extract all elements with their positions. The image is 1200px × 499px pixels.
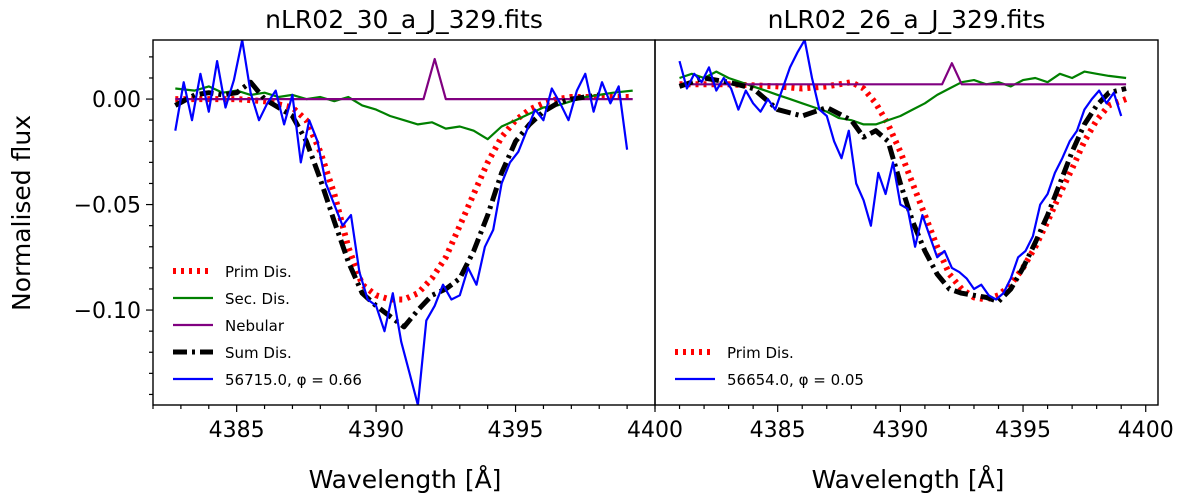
panel-title: nLR02_30_a_J_329.fits [265,5,543,34]
series-line-nebular [679,62,1127,86]
series-line-56654-0-0-05 [678,40,1123,301]
legend: Prim Dis. 56654.0, φ = 0.05 [675,344,864,389]
x-tick-label: 4385 [209,418,265,443]
legend-label: Nebular [225,317,285,335]
plot-frame [654,39,1159,406]
legend-label: 56654.0, φ = 0.05 [727,371,864,389]
panel-title: nLR02_26_a_J_329.fits [768,5,1046,34]
series-line-nebular [175,57,633,101]
series-line-sec-dis- [679,70,1127,126]
series-group [174,40,633,405]
x-tick-label: 4390 [348,418,404,443]
legend-label: Sec. Dis. [225,290,290,308]
x-axis-label-right: Wavelength [Å] [812,465,1005,494]
panel-2: 4385 4390 4395 4400 nLR02_26_a_J_329.fits Pri… [654,5,1174,443]
y-axis-label: Normalised flux [7,115,36,311]
series-group [678,40,1128,305]
legend-label: Prim Dis. [727,344,794,362]
panel-1: 4385 4390 4395 4400 0.00 −0.05 −0.10 nLR02_30_a… [74,5,683,443]
legend: Prim Dis. Sec. Dis. Nebular Sum Dis. 56715.0… [173,263,362,389]
x-tick-label: 4390 [872,418,928,443]
y-tick-label: −0.05 [74,194,141,219]
series-line-56715-0-0-66 [174,40,629,405]
x-tick-label: 4385 [750,418,806,443]
x-tick-label: 4400 [627,418,683,443]
series-line-prim-dis- [679,79,1128,303]
x-tick-label: 4395 [488,418,544,443]
x-axis-label-left: Wavelength [Å] [309,465,502,494]
legend-label: Sum Dis. [225,344,292,362]
series-line-sum-dis- [678,75,1127,305]
y-tick-label: 0.00 [92,88,141,113]
x-tick-label: 4400 [1118,418,1174,443]
legend-label: 56715.0, φ = 0.66 [225,371,362,389]
legend-label: Prim Dis. [225,263,292,281]
y-tick-label: −0.10 [74,299,141,324]
x-tick-label: 4395 [995,418,1051,443]
